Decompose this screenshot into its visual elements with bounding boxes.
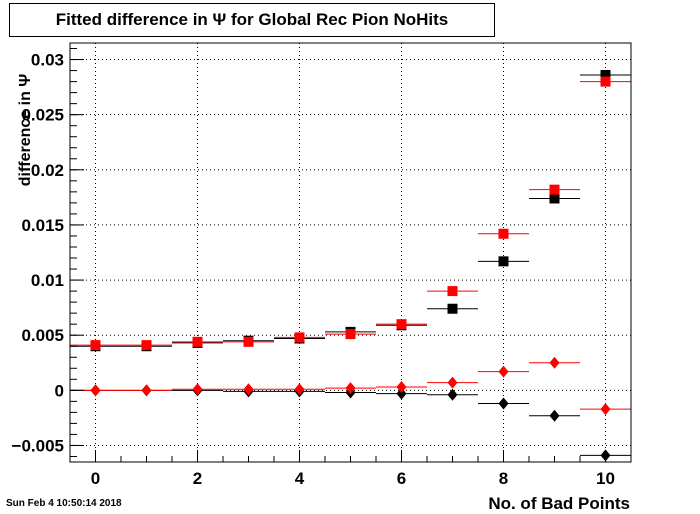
series-0	[70, 69, 631, 352]
axes: 0 2 4 6 8 10 −0.005 0 0.005 0.01 0.015 0.02 0.025 0.0…	[12, 48, 632, 488]
x-tick-label: 2	[193, 469, 202, 488]
data-point	[192, 336, 203, 347]
y-tick-label: 0.03	[31, 51, 64, 70]
data-point	[600, 76, 611, 87]
chart-title: Fitted difference in Ψ for Global Rec Pi…	[9, 3, 495, 37]
grid	[70, 43, 631, 462]
data-point	[90, 340, 101, 351]
data-point	[447, 303, 458, 314]
data-point	[345, 382, 356, 395]
data-point	[498, 397, 509, 410]
data-point	[141, 340, 152, 351]
data-point	[243, 336, 254, 347]
x-tick-label: 4	[295, 469, 305, 488]
data-point	[294, 383, 305, 396]
y-tick-label: 0.005	[21, 326, 64, 345]
data-point	[90, 384, 101, 397]
data-point	[600, 69, 611, 80]
data-point	[600, 403, 611, 416]
data-point	[294, 332, 305, 343]
data-point	[141, 384, 152, 397]
data-point	[243, 383, 254, 396]
y-tick-label: 0.015	[21, 216, 64, 235]
data-point	[549, 356, 560, 369]
series-1	[70, 76, 631, 351]
y-tick-label: 0.02	[31, 161, 64, 180]
y-tick-label: 0	[55, 381, 64, 400]
series-2	[70, 384, 631, 462]
x-tick-label: 8	[499, 469, 508, 488]
data-point	[447, 286, 458, 297]
y-axis-label: difference in Ψ	[17, 73, 34, 187]
y-tick-label: 0.025	[21, 106, 64, 125]
x-tick-label: 10	[596, 469, 615, 488]
data-point	[396, 319, 407, 330]
y-tick-label: 0.01	[31, 271, 64, 290]
series-3	[70, 356, 631, 416]
data-point	[498, 228, 509, 239]
data-point	[396, 381, 407, 394]
x-tick-label: 6	[397, 469, 406, 488]
data-point	[345, 329, 356, 340]
plot-frame	[69, 42, 632, 463]
data-point	[498, 365, 509, 378]
data-point	[396, 387, 407, 400]
data-point	[447, 388, 458, 401]
data-point	[549, 193, 560, 204]
data-point	[447, 376, 458, 389]
data-layer	[70, 69, 631, 462]
x-axis-label: No. of Bad Points	[488, 494, 630, 513]
data-point	[192, 383, 203, 396]
data-point	[549, 184, 560, 195]
data-point	[498, 256, 509, 267]
data-point	[549, 409, 560, 422]
timestamp: Sun Feb 4 10:50:14 2018	[6, 498, 122, 509]
y-tick-label: −0.005	[12, 436, 64, 455]
x-tick-label: 0	[91, 469, 100, 488]
